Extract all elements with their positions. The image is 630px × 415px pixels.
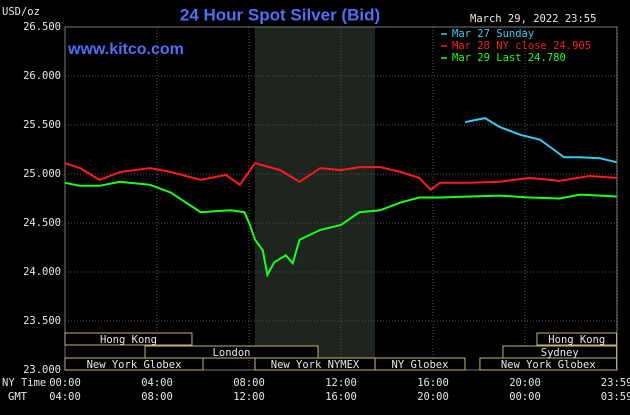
session-label: New York NYMEX [271,359,360,371]
x-tick-label: 04:00 [141,377,173,389]
x2-axis-label: GMT [8,391,28,403]
x-tick-label: 16:00 [417,377,449,389]
y-tick-label: 23.000 [23,364,61,376]
session-box [374,357,466,371]
x-tick-label: 08:00 [233,377,265,389]
legend-label: Mar 27 Sunday [452,28,534,40]
session-label: London [213,347,251,359]
y-tick-label: 24.000 [23,266,61,278]
session-box [64,357,204,371]
x-tick-label: 20:00 [509,377,541,389]
series-line [64,162,617,192]
x-tick-label: 12:00 [325,377,357,389]
x-tick-label: 23:59 [601,377,630,389]
chart-title: 24 Hour Spot Silver (Bid) [180,5,380,24]
x-axis-label: NY Time [2,377,46,389]
timestamp: March 29, 2022 23:55 [470,13,596,25]
nymex-band [254,27,376,370]
website: www.kitco.com [67,41,184,58]
x2-tick-label: 08:00 [141,391,173,403]
session-box [536,332,618,346]
session-box [502,345,618,359]
y-tick-label: 24.500 [23,217,61,229]
x2-tick-label: 04:00 [49,391,81,403]
legend-label: Mar 29 Last 24.780 [452,52,566,64]
x2-tick-label: 03:59 [601,391,630,403]
y-tick-label: 25.500 [23,119,61,131]
y-tick-label: 25.000 [23,168,61,180]
session-box [144,345,319,359]
session-box [64,332,193,346]
session-label: Hong Kong [100,334,157,346]
legend-label: Mar 28 NY close 24.905 [452,40,591,52]
session-label: New York Globex [87,359,182,371]
session-label: Hong Kong [548,334,605,346]
x-tick-label: 00:00 [49,377,81,389]
x2-tick-label: 16:00 [325,391,357,403]
y-axis-label: USD/oz [2,6,40,18]
y-tick-label: 26.000 [23,70,61,82]
x2-tick-label: 00:00 [509,391,541,403]
x2-tick-label: 12:00 [233,391,265,403]
series-line [465,117,617,164]
session-label: New York Globex [501,359,596,371]
session-label: Sydney [541,347,579,359]
y-tick-label: 26.500 [23,21,61,33]
session-label: NY Globex [392,359,449,371]
x2-tick-label: 20:00 [417,391,449,403]
y-tick-label: 23.500 [23,315,61,327]
series-line [64,180,617,278]
